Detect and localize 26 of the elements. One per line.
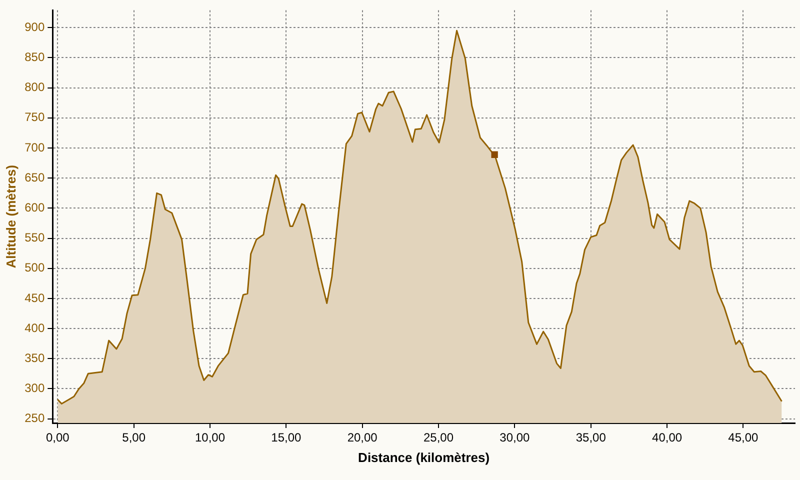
x-tick-label: 25,00	[423, 430, 454, 445]
y-tick-label: 300	[24, 381, 45, 396]
y-tick-label: 400	[24, 320, 45, 335]
y-tick-label: 550	[24, 230, 45, 245]
x-tick-label: 5,00	[122, 430, 146, 445]
y-axis-title: Altitude (mètres)	[3, 164, 18, 268]
x-tick-label: 10,00	[194, 430, 226, 445]
x-tick-label: 35,00	[576, 430, 606, 445]
x-tick-label: 30,00	[500, 430, 530, 445]
y-tick-label: 250	[24, 411, 45, 426]
y-tick-label: 500	[24, 260, 45, 275]
x-tick-label: 40,00	[652, 430, 682, 445]
x-axis-title: Distance (kilomètres)	[358, 450, 490, 465]
x-tick-label: 20,00	[347, 430, 378, 445]
y-tick-label: 350	[24, 350, 45, 365]
y-tick-label: 650	[24, 170, 45, 184]
y-tick-label: 850	[24, 50, 45, 64]
y-tick-label: 750	[24, 110, 45, 124]
y-tick-label: 600	[24, 200, 45, 214]
y-tick-label: 450	[24, 290, 45, 305]
y-tick-label: 700	[24, 140, 45, 154]
y-tick-label: 900	[24, 20, 45, 34]
y-tick-label: 800	[24, 80, 45, 94]
x-tick-label: 15,00	[271, 430, 302, 445]
x-tick-label: 45,00	[728, 430, 759, 445]
x-tick-label: 0,00	[46, 430, 70, 445]
